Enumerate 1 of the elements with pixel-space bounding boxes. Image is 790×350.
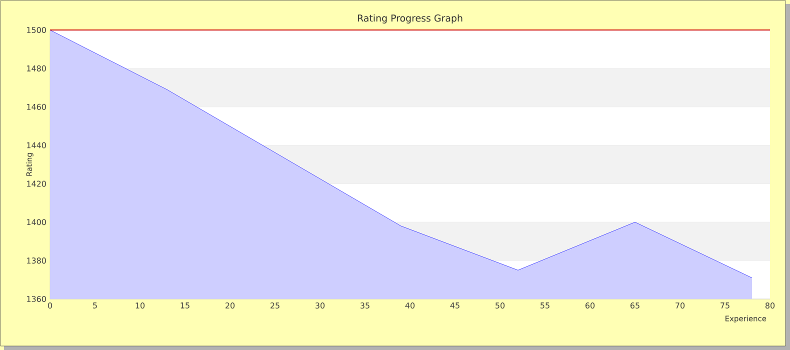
chart-title: Rating Progress Graph: [358, 14, 462, 24]
